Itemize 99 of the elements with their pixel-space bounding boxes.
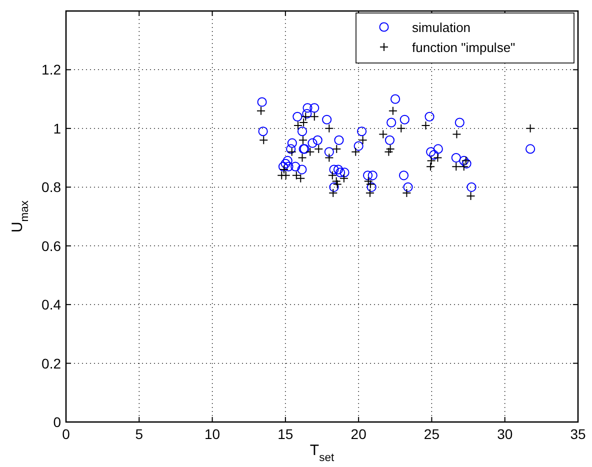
point (424, 112, 434, 122)
point (324, 124, 334, 133)
x-tick-label: 30 (497, 426, 513, 442)
point (306, 147, 315, 156)
point (308, 138, 318, 148)
point (403, 182, 413, 192)
point (340, 168, 350, 178)
point (364, 176, 373, 186)
point (433, 144, 443, 154)
y-tick-label: 1 (53, 120, 62, 136)
y-tick-label: 1.2 (42, 62, 62, 78)
y-tick-label: 0 (53, 414, 62, 430)
point (257, 97, 267, 107)
point (292, 112, 302, 122)
point (256, 106, 266, 116)
point (329, 182, 339, 192)
point (433, 153, 442, 162)
point (302, 103, 312, 113)
point (287, 147, 296, 156)
y-tick-label: 0.8 (42, 179, 62, 196)
point (286, 144, 296, 154)
x-tick-label: 15 (278, 426, 294, 442)
point (301, 112, 310, 122)
point (287, 138, 297, 148)
point (312, 135, 322, 145)
point (426, 156, 436, 166)
point (332, 144, 342, 154)
point (386, 144, 395, 154)
point (466, 191, 476, 200)
point (356, 126, 367, 136)
point (459, 162, 468, 172)
point (335, 168, 346, 178)
point (426, 147, 436, 157)
point (290, 162, 300, 172)
point (429, 150, 439, 160)
x-tick-label: 20 (350, 426, 367, 442)
point (451, 152, 461, 163)
point (384, 147, 394, 156)
point (426, 162, 436, 172)
y-tick-label: 0.2 (42, 355, 62, 372)
point (396, 124, 406, 133)
point (332, 180, 342, 189)
point (454, 118, 464, 128)
point (310, 112, 319, 122)
point (366, 182, 376, 192)
point (297, 126, 308, 136)
point (365, 188, 374, 198)
point (329, 164, 339, 174)
point (299, 118, 308, 128)
x-tick-label: 35 (570, 426, 586, 442)
legend-label: simulation (412, 20, 471, 35)
point (333, 164, 344, 174)
point (284, 162, 294, 172)
point (322, 114, 332, 124)
point (280, 158, 290, 168)
point (452, 162, 461, 172)
point (282, 156, 292, 166)
point (298, 153, 307, 162)
point (398, 170, 409, 180)
point (390, 94, 400, 104)
point (339, 174, 348, 183)
x-axis-title: T$_{set}$ (310, 442, 335, 464)
point (526, 124, 535, 133)
point (297, 164, 307, 174)
point (278, 162, 288, 172)
point (421, 120, 430, 130)
point (366, 180, 375, 189)
point (354, 141, 364, 151)
x-tick-label: 5 (135, 426, 144, 442)
point (386, 118, 396, 128)
y-tick-label: 0.6 (42, 238, 62, 254)
point (324, 147, 334, 157)
x-tick-label: 25 (424, 426, 440, 442)
point (259, 136, 268, 145)
point (314, 144, 324, 154)
y-tick-label: 0.4 (42, 296, 62, 313)
point (452, 130, 462, 139)
point (334, 135, 344, 145)
point (310, 103, 320, 113)
point (378, 130, 388, 139)
point (400, 114, 410, 124)
point (462, 158, 472, 168)
point (368, 170, 378, 180)
point (351, 147, 360, 156)
point (466, 182, 476, 192)
point (358, 136, 368, 145)
point (402, 188, 412, 198)
x-tick-label: 10 (204, 426, 220, 442)
point (324, 153, 334, 162)
point (388, 106, 398, 116)
legend-label: function "impulse" (412, 40, 516, 55)
point (258, 126, 268, 136)
point (298, 136, 308, 145)
point (328, 188, 338, 198)
point (526, 144, 536, 154)
point (362, 170, 373, 180)
point (384, 135, 395, 145)
point (302, 108, 312, 119)
point (294, 120, 303, 130)
